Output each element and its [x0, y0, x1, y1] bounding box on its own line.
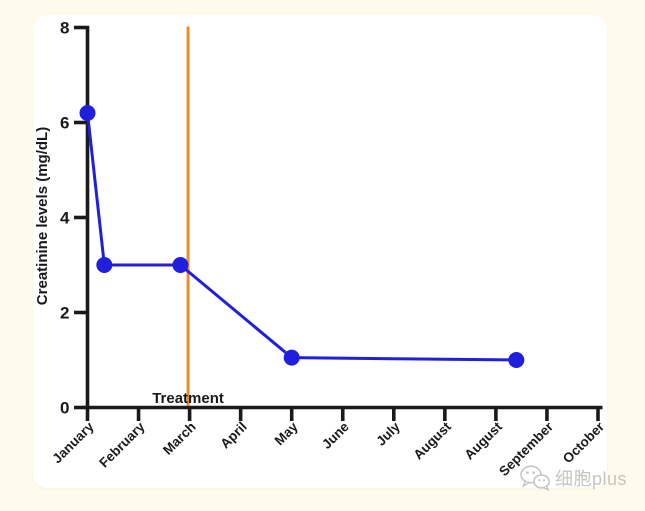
data-point	[96, 257, 113, 273]
x-tick-label: October	[560, 418, 608, 466]
data-point	[79, 105, 96, 121]
data-point	[508, 352, 525, 368]
y-tick-label: 0	[60, 399, 69, 418]
y-tick-label: 2	[60, 304, 69, 323]
x-tick-label: March	[160, 419, 199, 458]
x-tick-label: January	[49, 419, 97, 467]
x-tick-label: August	[410, 419, 454, 463]
treatment-label: Treatment	[152, 390, 224, 407]
x-tick-label: April	[217, 419, 249, 451]
x-tick-label: June	[319, 419, 352, 452]
y-axis-title: Creatinine levels (mg/dL)	[34, 127, 51, 305]
series-line	[86, 112, 517, 362]
x-tick-label: September	[496, 418, 556, 478]
y-tick-label: 8	[60, 19, 69, 38]
data-point	[172, 257, 189, 273]
data-point	[283, 349, 300, 366]
y-tick-label: 6	[60, 114, 69, 133]
x-tick-label: May	[272, 419, 302, 449]
x-tick-label: August	[462, 419, 506, 463]
y-tick-label: 4	[60, 209, 70, 228]
x-tick-label: July	[373, 419, 403, 449]
x-tick-label: February	[96, 419, 148, 471]
